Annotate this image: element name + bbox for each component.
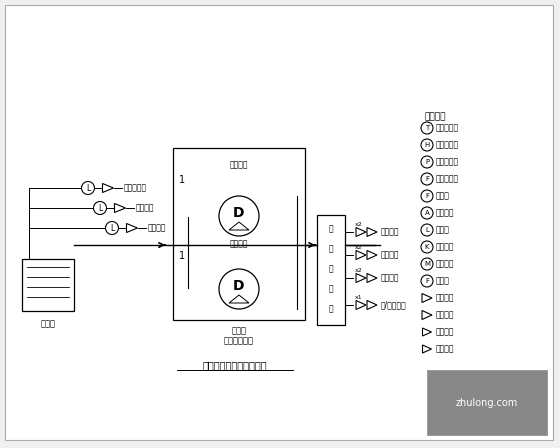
Text: 数字输出: 数字输出	[436, 345, 455, 353]
Text: 模拟输出: 模拟输出	[436, 327, 455, 336]
Text: 启停控制: 启停控制	[381, 228, 399, 237]
Text: 集水坑: 集水坑	[40, 319, 55, 328]
Text: 数字输入: 数字输入	[436, 310, 455, 319]
Text: 风速开关: 风速开关	[436, 208, 455, 217]
Text: x2: x2	[355, 268, 363, 273]
Text: 流量计: 流量计	[436, 191, 450, 201]
Polygon shape	[356, 301, 366, 310]
Text: x2: x2	[355, 245, 363, 250]
Polygon shape	[102, 184, 114, 193]
Text: 故障报警: 故障报警	[381, 273, 399, 283]
Text: 手/自动状态: 手/自动状态	[381, 301, 407, 310]
Polygon shape	[422, 293, 432, 302]
Text: L: L	[86, 184, 90, 193]
Circle shape	[421, 122, 433, 134]
Circle shape	[219, 196, 259, 236]
Text: 水流传感: 水流传感	[230, 160, 248, 169]
Polygon shape	[114, 203, 125, 212]
Polygon shape	[367, 273, 377, 283]
Text: x2: x2	[355, 222, 363, 227]
Text: 压力传感器: 压力传感器	[436, 158, 459, 167]
Text: M: M	[424, 261, 430, 267]
Circle shape	[421, 241, 433, 253]
Text: 温度传感器: 温度传感器	[436, 124, 459, 133]
Circle shape	[421, 224, 433, 236]
Text: 元: 元	[329, 284, 333, 293]
Circle shape	[219, 269, 259, 309]
Circle shape	[421, 275, 433, 287]
Text: F: F	[425, 193, 429, 199]
Polygon shape	[367, 228, 377, 237]
Text: 水流开关: 水流开关	[436, 242, 455, 251]
Bar	[173, 148, 305, 320]
Text: F: F	[425, 176, 429, 182]
Circle shape	[421, 156, 433, 168]
Text: 模拟输入: 模拟输入	[436, 293, 455, 302]
Circle shape	[421, 139, 433, 151]
Polygon shape	[367, 250, 377, 259]
Circle shape	[105, 221, 119, 234]
Text: 排水系统监察控制原理图: 排水系统监察控制原理图	[203, 360, 267, 370]
Text: 单: 单	[329, 264, 333, 273]
Text: A: A	[424, 210, 430, 216]
Text: 液位计: 液位计	[436, 225, 450, 234]
Text: 压力传感器: 压力传感器	[436, 175, 459, 184]
Polygon shape	[127, 224, 138, 233]
Text: 监: 监	[329, 224, 333, 233]
Bar	[427, 370, 547, 435]
Text: 箱: 箱	[329, 305, 333, 314]
Polygon shape	[356, 250, 366, 259]
Text: H: H	[424, 142, 430, 148]
Circle shape	[82, 181, 95, 194]
Polygon shape	[422, 345, 432, 353]
Text: D: D	[234, 206, 245, 220]
Text: 温度传感器: 温度传感器	[436, 141, 459, 150]
Text: 水流传感: 水流传感	[230, 239, 248, 248]
Text: L: L	[110, 224, 114, 233]
Text: P: P	[425, 159, 429, 165]
Text: 图例说明: 图例说明	[424, 112, 446, 121]
Circle shape	[421, 190, 433, 202]
Circle shape	[421, 207, 433, 219]
Text: 超水位警报: 超水位警报	[124, 184, 147, 193]
Polygon shape	[229, 222, 249, 230]
Text: 1: 1	[179, 175, 185, 185]
Text: 电磁阀: 电磁阀	[436, 276, 450, 285]
Text: （一用一备）: （一用一备）	[224, 336, 254, 345]
Text: 1: 1	[179, 251, 185, 261]
Polygon shape	[422, 310, 432, 319]
Polygon shape	[356, 273, 366, 283]
Bar	[317, 215, 345, 325]
Polygon shape	[367, 301, 377, 310]
Text: D: D	[234, 279, 245, 293]
Text: L: L	[425, 227, 429, 233]
Text: L: L	[98, 203, 102, 212]
Text: 运行指示: 运行指示	[381, 250, 399, 259]
Text: 排水泵: 排水泵	[231, 326, 246, 335]
Polygon shape	[229, 295, 249, 303]
Bar	[22, 259, 74, 311]
Circle shape	[421, 173, 433, 185]
Text: T: T	[425, 125, 429, 131]
Text: K: K	[424, 244, 430, 250]
Polygon shape	[422, 328, 432, 336]
Text: zhulong.com: zhulong.com	[456, 398, 518, 408]
Text: 高限水位: 高限水位	[136, 203, 155, 212]
Circle shape	[421, 258, 433, 270]
Text: x1: x1	[355, 295, 363, 300]
Text: 低限水位: 低限水位	[148, 224, 166, 233]
Polygon shape	[356, 228, 366, 237]
Text: 控: 控	[329, 245, 333, 254]
Circle shape	[94, 202, 106, 215]
Text: 电磁阀组: 电磁阀组	[436, 259, 455, 268]
Text: F: F	[425, 278, 429, 284]
